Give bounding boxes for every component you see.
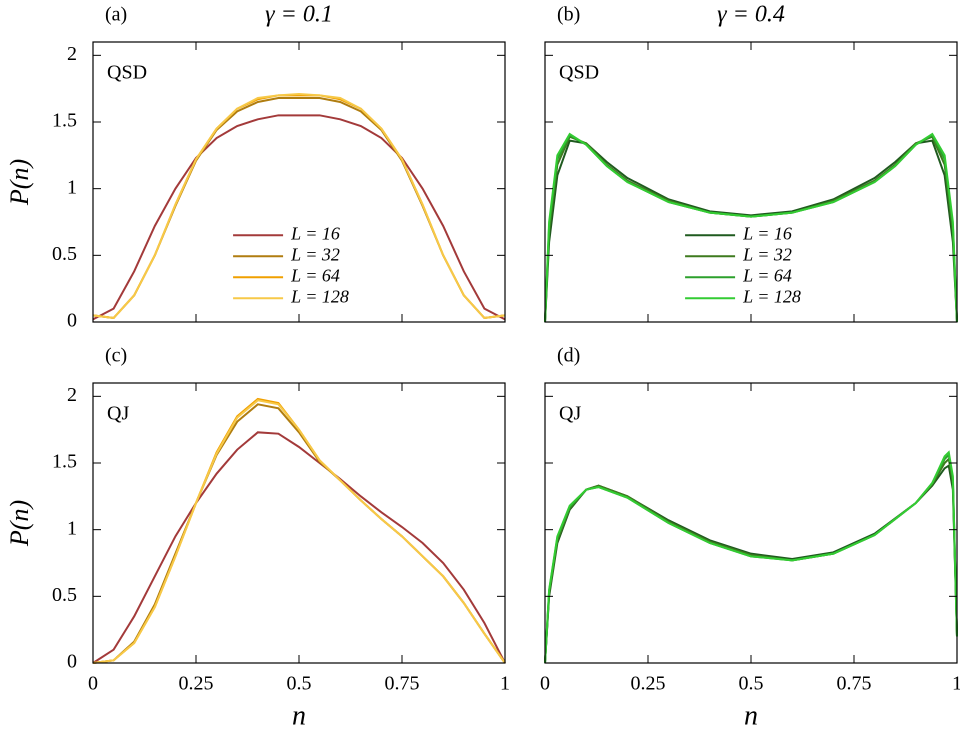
panel-label: (a) bbox=[105, 4, 127, 26]
y-tick-label: 1.5 bbox=[52, 451, 77, 473]
annotation: QJ bbox=[107, 403, 129, 425]
y-axis-label: P(n) bbox=[5, 159, 34, 206]
y-tick-label: 1.5 bbox=[52, 110, 77, 132]
x-tick-label: 0.5 bbox=[287, 673, 312, 695]
series-line bbox=[544, 450, 958, 664]
y-tick-label: 2 bbox=[67, 384, 77, 406]
panel-label: (c) bbox=[105, 345, 127, 367]
legend-label: L = 128 bbox=[742, 286, 801, 306]
series-line bbox=[92, 92, 506, 320]
series-line bbox=[544, 452, 958, 664]
series-line bbox=[92, 403, 506, 664]
series-line bbox=[92, 114, 506, 321]
series-line bbox=[544, 464, 958, 664]
legend-label: L = 16 bbox=[742, 223, 792, 243]
legend-label: L = 16 bbox=[290, 223, 340, 243]
plot-frame bbox=[92, 382, 506, 664]
legend-label: L = 64 bbox=[742, 265, 792, 285]
y-axis-label: P(n) bbox=[5, 500, 34, 547]
legend-label: L = 64 bbox=[290, 265, 340, 285]
annotation: QJ bbox=[559, 403, 581, 425]
y-tick-label: 1 bbox=[67, 517, 77, 539]
y-tick-label: 0.5 bbox=[52, 584, 77, 606]
x-tick-label: 0 bbox=[540, 673, 550, 695]
legend-label: L = 32 bbox=[290, 244, 340, 264]
panel-label: (b) bbox=[557, 4, 580, 26]
y-tick-label: 0.5 bbox=[52, 243, 77, 265]
x-tick-label: 1 bbox=[500, 673, 510, 695]
y-tick-label: 2 bbox=[67, 43, 77, 65]
panel-title: γ = 0.4 bbox=[717, 2, 785, 28]
x-tick-label: 0.25 bbox=[179, 673, 214, 695]
series-line bbox=[92, 431, 506, 664]
x-tick-label: 0.75 bbox=[385, 673, 420, 695]
series-line bbox=[544, 132, 958, 323]
legend-label: L = 128 bbox=[290, 286, 349, 306]
x-tick-label: 0 bbox=[88, 673, 98, 695]
x-tick-label: 0.5 bbox=[739, 673, 764, 695]
x-axis-label: n bbox=[292, 700, 306, 731]
series-line bbox=[92, 397, 506, 664]
legend-label: L = 32 bbox=[742, 244, 792, 264]
panel-title: γ = 0.1 bbox=[265, 2, 333, 28]
y-tick-label: 1 bbox=[67, 176, 77, 198]
annotation: QSD bbox=[107, 62, 147, 84]
x-axis-label: n bbox=[744, 700, 758, 731]
plot-frame bbox=[544, 382, 958, 664]
x-tick-label: 0.25 bbox=[631, 673, 666, 695]
series-line bbox=[92, 399, 506, 664]
y-tick-label: 0 bbox=[67, 310, 77, 332]
x-tick-label: 0.75 bbox=[837, 673, 872, 695]
y-tick-label: 0 bbox=[67, 651, 77, 673]
annotation: QSD bbox=[559, 62, 599, 84]
panel-label: (d) bbox=[557, 345, 580, 367]
x-tick-label: 1 bbox=[952, 673, 960, 695]
series-line bbox=[544, 139, 958, 323]
